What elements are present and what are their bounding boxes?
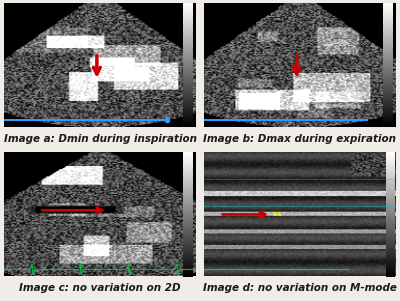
Text: Image b: Dmax during expiration: Image b: Dmax during expiration — [204, 134, 396, 144]
Text: Image c: no variation on 2D: Image c: no variation on 2D — [19, 283, 181, 293]
Text: Image a: Dmin during inspiration: Image a: Dmin during inspiration — [4, 134, 196, 144]
Text: IVC: IVC — [273, 212, 282, 217]
Text: Image d: no variation on M-mode: Image d: no variation on M-mode — [203, 283, 397, 293]
